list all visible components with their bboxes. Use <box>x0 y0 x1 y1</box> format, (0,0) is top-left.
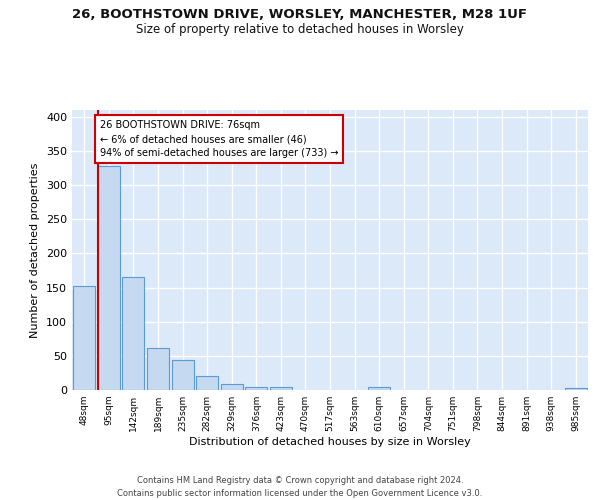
Bar <box>172 360 194 390</box>
Bar <box>122 278 145 390</box>
Y-axis label: Number of detached properties: Number of detached properties <box>31 162 40 338</box>
Text: Contains HM Land Registry data © Crown copyright and database right 2024.
Contai: Contains HM Land Registry data © Crown c… <box>118 476 482 498</box>
X-axis label: Distribution of detached houses by size in Worsley: Distribution of detached houses by size … <box>189 437 471 447</box>
Text: Size of property relative to detached houses in Worsley: Size of property relative to detached ho… <box>136 22 464 36</box>
Text: 26 BOOTHSTOWN DRIVE: 76sqm
← 6% of detached houses are smaller (46)
94% of semi-: 26 BOOTHSTOWN DRIVE: 76sqm ← 6% of detac… <box>100 120 338 158</box>
Bar <box>565 388 587 390</box>
Bar <box>196 376 218 390</box>
Bar <box>147 348 169 390</box>
Bar <box>221 384 243 390</box>
Bar <box>245 388 268 390</box>
Text: 26, BOOTHSTOWN DRIVE, WORSLEY, MANCHESTER, M28 1UF: 26, BOOTHSTOWN DRIVE, WORSLEY, MANCHESTE… <box>73 8 527 20</box>
Bar <box>368 386 390 390</box>
Bar <box>270 388 292 390</box>
Bar <box>73 286 95 390</box>
Bar <box>98 166 120 390</box>
